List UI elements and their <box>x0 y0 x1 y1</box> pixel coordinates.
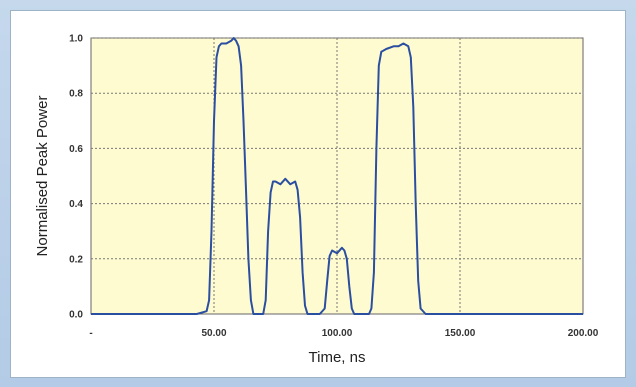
x-tick-labels: - 50.00 100.00 150.00 200.00 <box>89 328 598 339</box>
y-tick-label: 1.0 <box>69 34 83 45</box>
y-axis-title: Normalised Peak Power <box>34 96 51 257</box>
chart-svg: 0.0 0.2 0.4 0.6 0.8 1.0 - 50.00 100.00 150.00 200… <box>34 34 599 367</box>
series-layer <box>91 37 583 315</box>
y-tick-label: 0.4 <box>69 199 83 210</box>
y-tick-label: 0.8 <box>69 89 83 100</box>
x-tick-label: 150.00 <box>445 328 476 339</box>
x-tick-label: 100.00 <box>322 328 353 339</box>
chart-panel: 0.0 0.2 0.4 0.6 0.8 1.0 - 50.00 100.00 150.00 200… <box>10 10 626 378</box>
grid-layer <box>91 37 583 314</box>
y-tick-label: 0.6 <box>69 144 83 155</box>
series-line <box>91 37 583 315</box>
x-axis-title: Time, ns <box>309 349 366 366</box>
y-tick-labels: 0.0 0.2 0.4 0.6 0.8 1.0 <box>69 34 83 321</box>
y-tick-label: 0.0 <box>69 310 83 321</box>
y-tick-label: 0.2 <box>69 254 83 265</box>
x-tick-label: 200.00 <box>568 328 599 339</box>
x-tick-label: - <box>89 328 92 339</box>
x-tick-label: 50.00 <box>201 328 226 339</box>
